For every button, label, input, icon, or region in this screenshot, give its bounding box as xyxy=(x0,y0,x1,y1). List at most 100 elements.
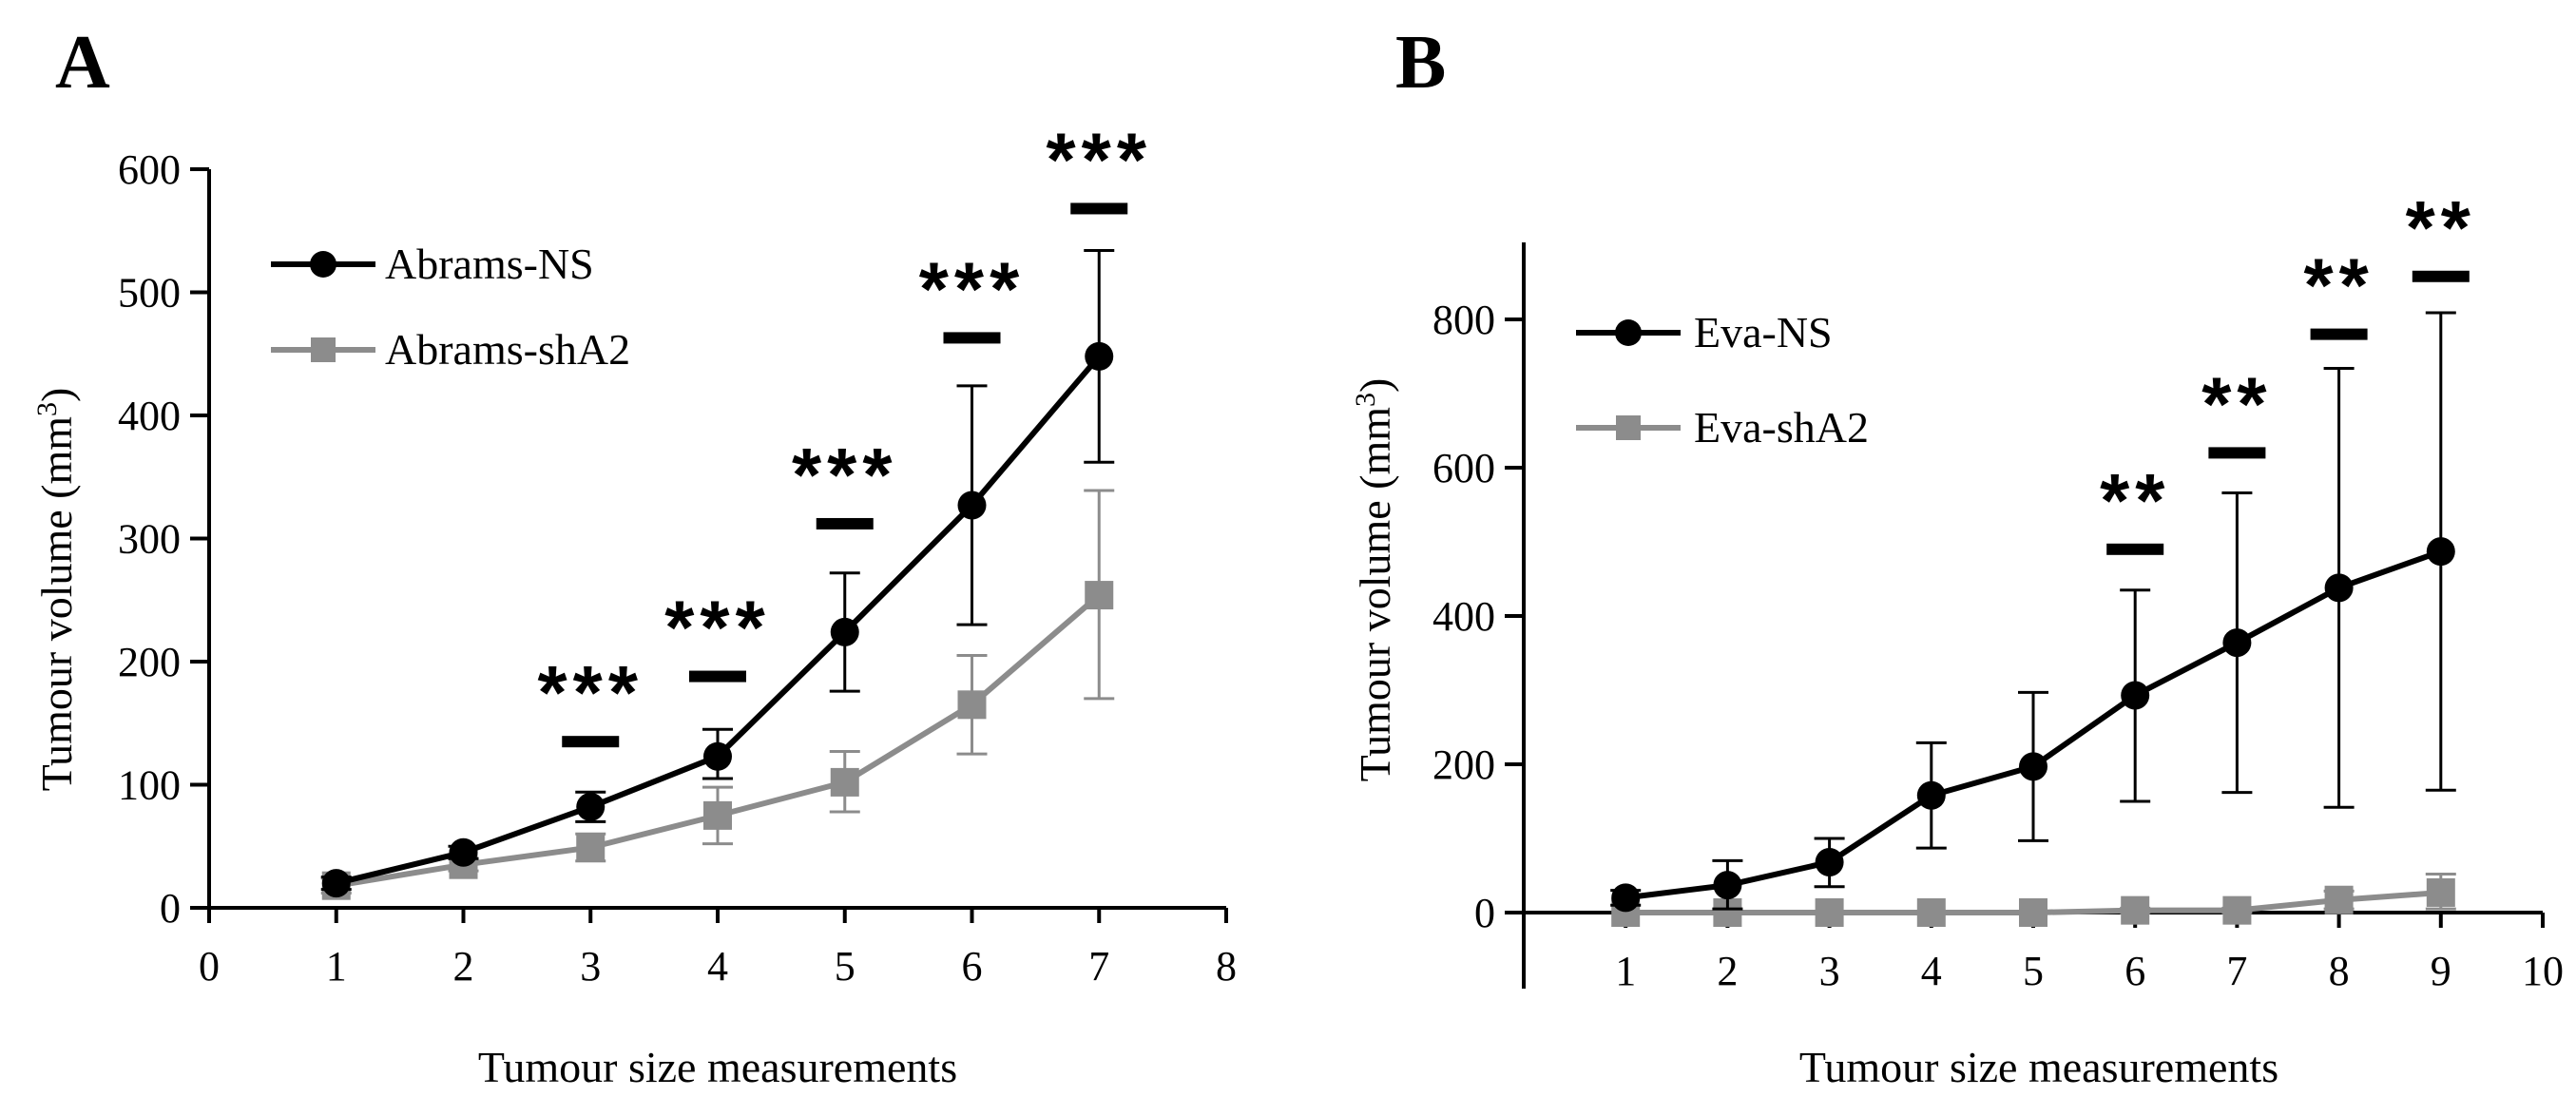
y-tick-label-a: 300 xyxy=(118,516,181,563)
y-tick-label-a: 100 xyxy=(118,762,181,809)
x-tick-label-b: 2 xyxy=(1717,948,1738,994)
data-point xyxy=(1916,780,1946,810)
y-tick-label-b: 400 xyxy=(1432,593,1495,640)
y-tick-label-a: 0 xyxy=(160,885,181,932)
data-point xyxy=(830,617,859,646)
significance-stars: *** xyxy=(792,433,897,517)
legend-b-marker-1 xyxy=(1615,319,1642,346)
series-a-Abrams-NS xyxy=(320,248,1115,898)
data-point xyxy=(957,491,987,520)
data-point xyxy=(576,792,606,821)
data-point xyxy=(2121,681,2150,710)
x-tick-label-b: 4 xyxy=(1921,948,1942,994)
significance-bar xyxy=(2106,543,2164,555)
legend-a-marker-2 xyxy=(311,337,336,362)
x-tick-label-a: 4 xyxy=(707,943,728,990)
significance-stars: *** xyxy=(538,650,644,735)
data-point xyxy=(576,833,606,862)
data-point xyxy=(2426,537,2455,567)
data-point xyxy=(1713,871,1742,900)
y-tick-label-b: 800 xyxy=(1432,297,1495,343)
data-point xyxy=(2222,895,2252,925)
significance-bar xyxy=(1070,202,1128,215)
series-a-Abrams-shA2 xyxy=(320,489,1115,900)
data-point xyxy=(703,741,732,771)
data-point xyxy=(703,800,732,830)
legend-a-marker-1 xyxy=(310,251,336,278)
significance-bar xyxy=(562,736,620,748)
data-point xyxy=(2324,885,2354,914)
data-point xyxy=(1815,847,1844,876)
x-tick-label-a: 8 xyxy=(1216,943,1237,990)
legend-a: Abrams-NS Abrams-shA2 xyxy=(271,240,630,374)
panel-b: B 0 200 400 600 800 1 2 3 4 5 6 7 8 9 10 ** ** ** ** Eva-… xyxy=(1350,21,2565,1091)
x-tick-label-a: 7 xyxy=(1088,943,1109,990)
data-point xyxy=(1611,883,1641,913)
y-axis-title-b: Tumour volume (mm3) xyxy=(1350,378,1400,782)
legend-b-label-1: Eva-NS xyxy=(1694,308,1833,356)
data-point xyxy=(1916,898,1946,927)
significance-bar xyxy=(2208,447,2266,459)
y-tick-label-b: 0 xyxy=(1474,890,1495,936)
data-point xyxy=(1815,898,1844,927)
significance-bar xyxy=(816,517,874,529)
data-point xyxy=(2019,898,2047,927)
x-tick-label-a: 2 xyxy=(453,943,474,990)
y-tick-label-a: 200 xyxy=(118,639,181,685)
data-point xyxy=(1085,341,1114,371)
data-point xyxy=(957,690,987,720)
significance-bar xyxy=(2412,270,2470,282)
x-tick-label-a: 1 xyxy=(326,943,347,990)
x-axis-title-a: Tumour size measurements xyxy=(478,1043,957,1091)
x-axis-title-b: Tumour size measurements xyxy=(1799,1043,2278,1091)
significance-stars: ** xyxy=(2303,243,2374,328)
y-tick-label-a: 400 xyxy=(118,393,181,439)
data-point xyxy=(2019,752,2047,781)
legend-b: Eva-NS Eva-shA2 xyxy=(1576,308,1869,452)
x-tick-label-a: 3 xyxy=(580,943,601,990)
legend-b-marker-2 xyxy=(1616,415,1641,440)
x-tick-label-b: 7 xyxy=(2226,948,2247,994)
data-point xyxy=(1085,581,1114,610)
y-tick-label-a: 500 xyxy=(118,270,181,317)
panel-b-label: B xyxy=(1395,21,1446,105)
x-tick-label-b: 1 xyxy=(1615,948,1636,994)
x-tick-label-b: 3 xyxy=(1819,948,1840,994)
data-point xyxy=(2324,573,2354,603)
y-tick-label-b: 200 xyxy=(1432,741,1495,788)
x-tick-label-b: 10 xyxy=(2522,948,2564,994)
significance-bar xyxy=(689,670,746,683)
x-tick-label-b: 6 xyxy=(2124,948,2145,994)
panel-a-label: A xyxy=(55,21,110,105)
x-tick-label-a: 5 xyxy=(835,943,855,990)
data-point xyxy=(2121,895,2150,925)
x-tick-label-a: 0 xyxy=(199,943,220,990)
series-b-Eva-shA2 xyxy=(1611,872,2456,927)
y-axis-title-a: Tumour volume (mm3) xyxy=(31,388,82,792)
significance-bar xyxy=(943,332,1001,344)
significance-stars: ** xyxy=(2406,185,2476,270)
data-point xyxy=(321,869,351,898)
x-tick-label-b: 5 xyxy=(2023,948,2044,994)
x-tick-label-b: 9 xyxy=(2431,948,2451,994)
x-tick-label-b: 8 xyxy=(2329,948,2350,994)
x-tick-label-a: 6 xyxy=(962,943,983,990)
legend-a-label-1: Abrams-NS xyxy=(385,240,594,288)
significance-stars: *** xyxy=(664,586,770,670)
significance-stars: ** xyxy=(2201,361,2272,446)
y-tick-label-b: 600 xyxy=(1432,445,1495,491)
significance-stars: *** xyxy=(919,246,1025,331)
data-point xyxy=(449,837,478,867)
data-point xyxy=(2222,628,2252,658)
significance-stars: ** xyxy=(2100,458,2170,543)
significance-bar xyxy=(2310,328,2368,340)
data-point xyxy=(2426,877,2455,907)
series-b-Eva-NS xyxy=(1610,311,2456,913)
data-point xyxy=(830,767,859,797)
legend-b-label-2: Eva-shA2 xyxy=(1694,403,1869,452)
legend-a-label-2: Abrams-shA2 xyxy=(385,325,630,374)
significance-stars: *** xyxy=(1047,117,1152,202)
y-tick-label-a: 600 xyxy=(118,146,181,193)
